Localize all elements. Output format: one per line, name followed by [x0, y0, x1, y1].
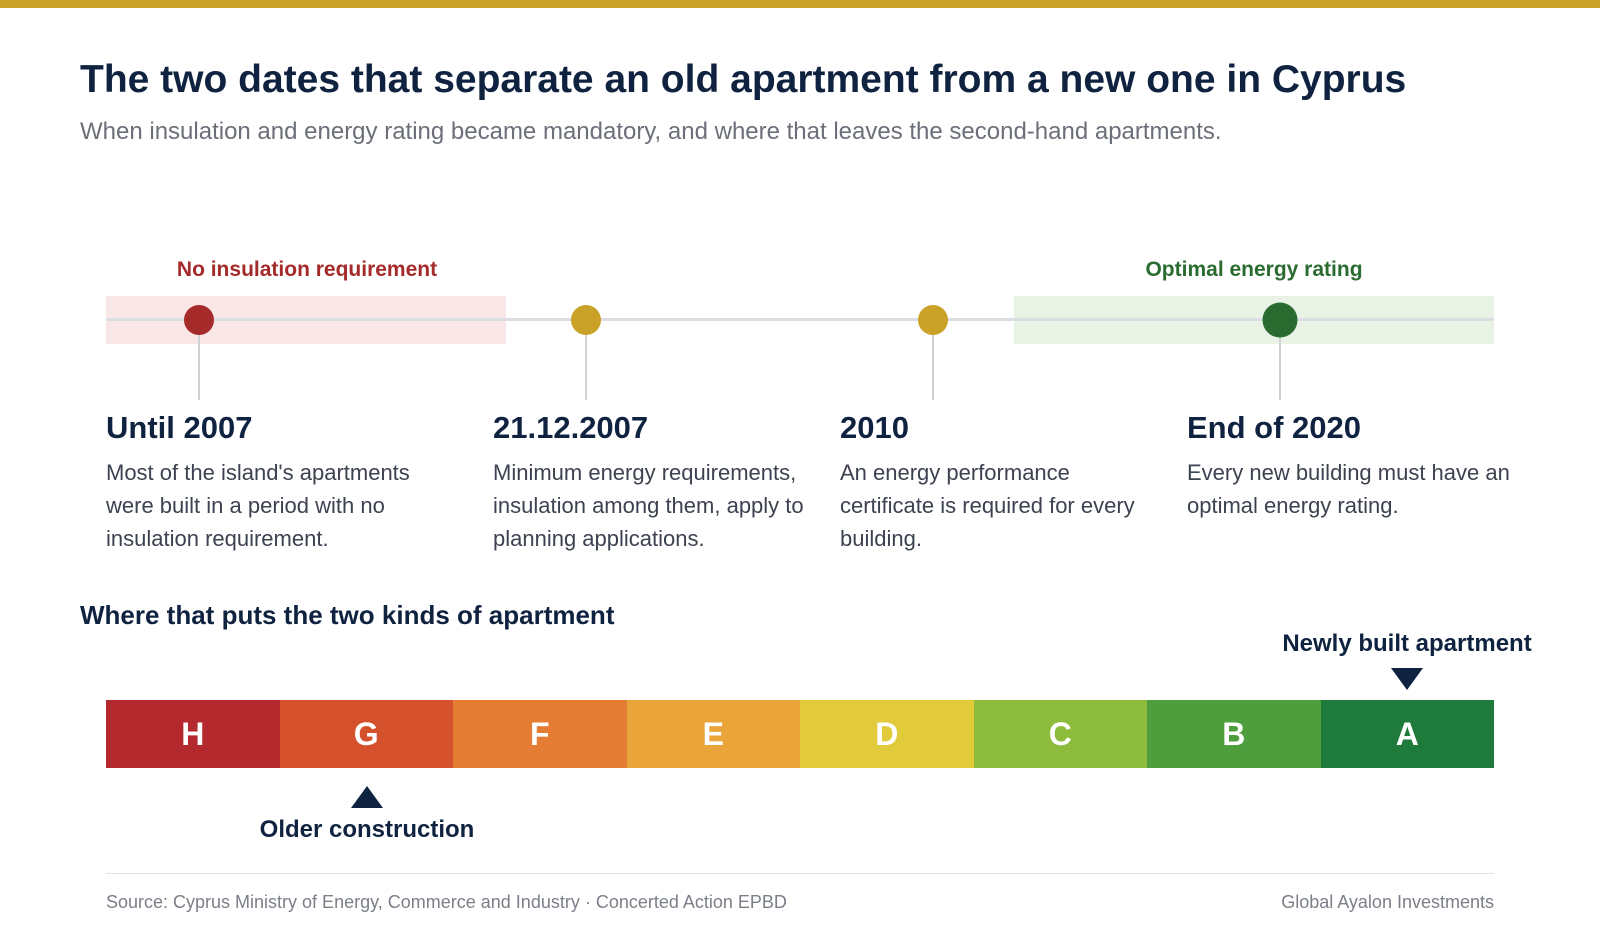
credit-note: Global Ayalon Investments [1281, 892, 1494, 912]
timeline-stem-2 [585, 320, 587, 400]
no-insulation-label: No insulation requirement [176, 258, 438, 281]
event-desc-2010: An energy performance certificate is req… [840, 460, 1135, 551]
timeline-stem-4 [1279, 320, 1281, 400]
footer-divider [106, 873, 1494, 874]
timeline-axis [106, 318, 1494, 321]
event-desc-until-2007: Most of the island's apartments were bui… [106, 460, 410, 551]
grade-f: F [453, 700, 627, 768]
grade-h: H [106, 700, 280, 768]
timeline-dot-end-2020 [1262, 302, 1298, 338]
timeline-dot-21-12-2007 [571, 305, 601, 335]
older-construction-marker-label: Older construction [259, 816, 475, 843]
event-date-21-12-2007: 21.12.2007 [493, 410, 649, 445]
event-date-2010: 2010 [840, 410, 909, 445]
page-title: The two dates that separate an old apart… [80, 58, 1407, 101]
event-date-until-2007: Until 2007 [106, 410, 253, 445]
timeline-stem-3 [932, 320, 934, 400]
timeline-dot-2010 [918, 305, 948, 335]
energy-rating-scale: H G F E D C B A [106, 700, 1494, 768]
source-note: Source: Cyprus Ministry of Energy, Comme… [106, 892, 787, 912]
timeline-dot-until-2007 [184, 305, 214, 335]
event-desc-21-12-2007: Minimum energy requirements, insulation … [493, 460, 804, 551]
new-apartment-marker-label: Newly built apartment [1282, 630, 1532, 657]
new-apartment-marker-arrow [1391, 668, 1423, 690]
grade-b: B [1147, 700, 1321, 768]
grade-a: A [1320, 700, 1494, 768]
older-construction-marker-arrow [351, 786, 383, 808]
grade-g: G [279, 700, 453, 768]
optimal-rating-label: Optimal energy rating [1145, 258, 1363, 281]
timeline-stem-1 [198, 320, 200, 400]
grade-e: E [626, 700, 800, 768]
event-date-end-2020: End of 2020 [1187, 410, 1361, 445]
scale-heading: Where that puts the two kinds of apartme… [80, 600, 615, 630]
event-desc-end-2020: Every new building must have an optimal … [1187, 460, 1510, 518]
top-accent-bar [0, 0, 1600, 8]
grade-d: D [800, 700, 974, 768]
grade-c: C [973, 700, 1147, 768]
page-subtitle: When insulation and energy rating became… [80, 118, 1222, 145]
